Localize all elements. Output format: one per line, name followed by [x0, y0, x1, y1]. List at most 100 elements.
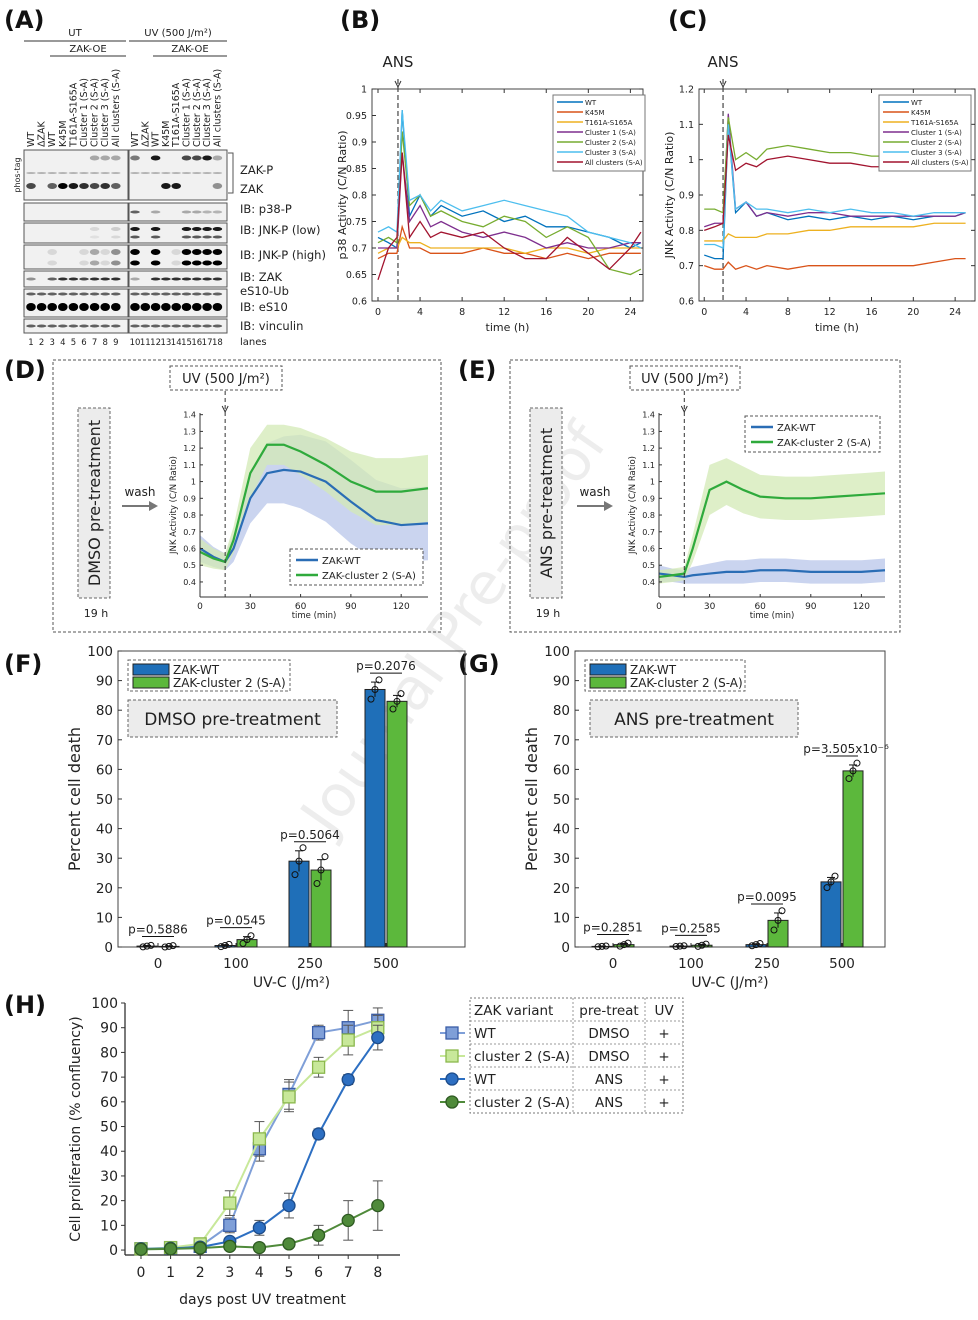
x-tick-label: 24 [949, 307, 961, 318]
blot-band [89, 249, 100, 255]
replicate-point [367, 695, 375, 703]
y-tick-label: 0.9 [679, 191, 694, 202]
p-value-label: p=0.5064 [280, 828, 340, 842]
x-tick-label: 0 [154, 956, 163, 972]
lane-number: 13 [160, 338, 171, 348]
legend-label: K45M [911, 109, 931, 117]
pretreatment-box [127, 699, 338, 738]
replicate-point [676, 942, 684, 950]
y-tick-label: 0.6 [183, 544, 196, 553]
legend-label: ZAK-WT [777, 423, 816, 434]
x-tick-label: 100 [678, 956, 704, 972]
blot-band [26, 324, 36, 328]
y-tick-label: 0.65 [346, 270, 367, 281]
y-tick-label: 1.2 [642, 444, 655, 453]
blot-band [212, 324, 223, 328]
x-tick-label: 0 [609, 956, 618, 972]
blot-band [68, 303, 79, 311]
lane-label: All clusters (S-A) [111, 69, 122, 147]
replicate-point [702, 940, 710, 948]
blot-row-label: ZAK-P [240, 163, 273, 177]
blot-band [150, 210, 161, 214]
duration-label: 19 h [536, 607, 560, 620]
replicate-point [620, 941, 628, 949]
blot-row-label: ZAK [240, 182, 264, 196]
y-tick-label: 10 [100, 1218, 118, 1234]
table-cell-pretreat: DMSO [588, 1049, 629, 1065]
y-tick-label: 0.5 [183, 561, 196, 570]
replicate-point [598, 942, 606, 950]
blot-band [79, 292, 89, 296]
blot-band [150, 172, 161, 174]
replicate-point [602, 942, 610, 950]
p-value-label: p=0.5886 [128, 923, 188, 937]
bar-zak-wt [364, 688, 386, 948]
replicate-point [770, 926, 778, 934]
blot-band [100, 249, 110, 255]
series-line-cluster-2-s-a- [377, 131, 642, 276]
legend-box [878, 94, 972, 172]
blot-band [79, 277, 89, 281]
series-line-k45m [704, 257, 966, 270]
lane-number: 8 [102, 338, 107, 348]
replicate-point [752, 941, 760, 949]
blot-band [212, 277, 223, 281]
x-axis-label: time (h) [815, 321, 859, 334]
data-point [371, 1198, 385, 1213]
blot-band [140, 292, 151, 296]
lane-number: 18 [212, 338, 223, 348]
x-tick-label: 12 [498, 307, 510, 318]
x-tick-label: 250 [297, 956, 323, 972]
legend-marker [445, 1049, 459, 1063]
lane-label: Cluster 2 (S-A) [90, 78, 101, 147]
table-cell-variant: cluster 2 (S-A) [474, 1049, 570, 1065]
blot-band [212, 155, 223, 161]
y-tick-label: 1 [650, 478, 655, 487]
y-tick-label: 90 [100, 1021, 118, 1037]
replicate-point [299, 844, 307, 852]
panel-label: (G) [458, 650, 500, 678]
header-zak-oe: ZAK-OE [69, 44, 106, 55]
y-tick-label: 0.6 [642, 544, 655, 553]
data-point [223, 1196, 237, 1210]
series-line-t161a-s165a [704, 222, 966, 242]
legend-label: Cluster 2 (S-A) [585, 139, 636, 147]
bracket [228, 152, 234, 194]
blot-band [68, 324, 79, 328]
replicate-point [139, 943, 147, 951]
blot-band [111, 235, 121, 239]
y-tick-label: 70 [100, 1070, 118, 1086]
duration-label: 19 h [84, 607, 108, 620]
panel-label: (D) [4, 356, 46, 384]
blot-band [68, 183, 79, 189]
legend-label: ZAK-cluster 2 (S-A) [777, 438, 871, 449]
y-tick-label: 1.1 [183, 461, 196, 470]
table-header: UV [654, 1003, 674, 1019]
y-tick-label: 10 [96, 910, 113, 926]
y-tick-label: 10 [553, 910, 570, 926]
blot-band [58, 292, 68, 296]
lane-number: 6 [81, 338, 86, 348]
uv-label-box [629, 365, 741, 391]
y-tick-label: 80 [100, 1045, 118, 1061]
y-tick-label: 70 [553, 733, 570, 749]
blot-band [130, 235, 140, 239]
x-tick-label: 4 [255, 1265, 264, 1281]
blot-band [130, 210, 140, 214]
y-tick-label: 70 [96, 733, 113, 749]
data-point [223, 1239, 237, 1254]
legend-label: Cluster 2 (S-A) [911, 139, 962, 147]
blot-band [192, 277, 202, 281]
replicate-point [317, 866, 325, 874]
series-line-all-clusters-s-a- [377, 152, 642, 281]
lane-label: Cluster 3 (S-A) [202, 78, 213, 147]
y-tick-label: 20 [96, 881, 113, 897]
ans-marker-label: ANS [382, 53, 413, 71]
blot-band [111, 303, 121, 311]
legend-swatch [132, 663, 170, 676]
lane-number: 7 [92, 338, 97, 348]
blot-band [212, 260, 223, 266]
blot-band [171, 292, 181, 296]
lane-label: ΔZAK [37, 120, 48, 147]
blot-band [161, 183, 171, 189]
